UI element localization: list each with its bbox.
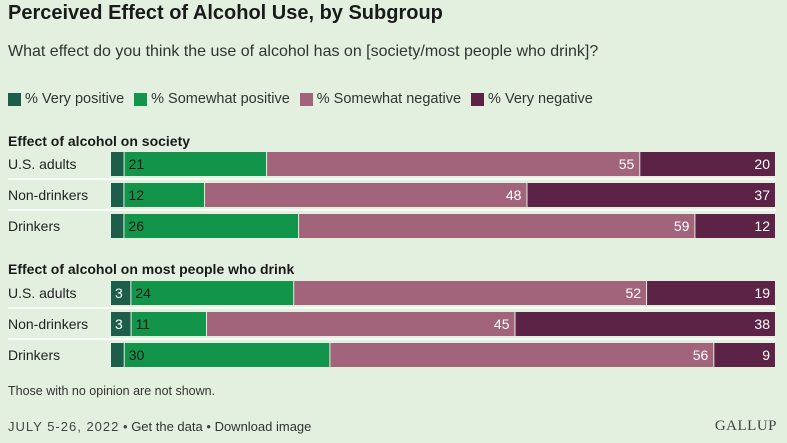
chart-subtitle: What effect do you think the use of alco…	[8, 43, 599, 60]
legend-item-very-positive: % Very positive	[8, 91, 124, 107]
bar-segment-very-positive	[111, 183, 124, 207]
data-label: 21	[129, 156, 145, 172]
data-label: 19	[754, 285, 770, 301]
bar-segment-somewhat-negative	[205, 183, 527, 207]
bar-segment-somewhat-negative	[330, 343, 714, 367]
data-label: 9	[762, 347, 770, 363]
bar-segment-somewhat-positive	[124, 214, 299, 238]
legend-label: % Somewhat positive	[151, 91, 290, 107]
data-label: 48	[506, 187, 522, 203]
footer: JULY 5-26, 2022 • Get the data • Downloa…	[8, 419, 311, 434]
bar-segment-very-positive	[111, 312, 131, 336]
footer-separator: •	[206, 419, 211, 434]
bar-segment-very-positive	[111, 152, 124, 176]
bar-segment-very-negative	[640, 152, 775, 176]
data-label: 56	[693, 347, 709, 363]
legend-item-somewhat-positive: % Somewhat positive	[134, 91, 290, 107]
legend: % Very positive % Somewhat positive % So…	[8, 91, 603, 107]
group-heading: Effect of alcohol on society	[8, 133, 190, 149]
data-label: 26	[128, 218, 144, 234]
category-label: U.S. adults	[8, 285, 76, 301]
bar-segment-very-negative	[527, 183, 775, 207]
category-label: Non-drinkers	[8, 316, 88, 332]
bar-segment-very-negative	[695, 214, 775, 238]
category-label: Drinkers	[8, 347, 60, 363]
data-label: 12	[128, 187, 144, 203]
bar-segment-somewhat-positive	[124, 343, 330, 367]
legend-label: % Somewhat negative	[316, 91, 462, 107]
data-label: 59	[674, 218, 690, 234]
legend-swatch	[299, 92, 313, 106]
gallup-logo: GALLUP	[714, 418, 777, 434]
bar-segment-somewhat-negative	[267, 152, 640, 176]
legend-item-somewhat-negative: % Somewhat negative	[299, 91, 462, 107]
footnote: Those with no opinion are not shown.	[8, 384, 216, 398]
data-label: 37	[754, 187, 770, 203]
bar-segment-very-positive	[111, 281, 131, 305]
legend-swatch	[471, 92, 485, 106]
data-label: 3	[115, 316, 123, 332]
data-label: 24	[135, 285, 151, 301]
bar-segment-somewhat-positive	[124, 183, 205, 207]
bar-segment-very-negative	[714, 343, 775, 367]
download-image-link[interactable]: Download image	[214, 419, 312, 434]
legend-item-very-negative: % Very negative	[471, 91, 593, 107]
chart-title: Perceived Effect of Alcohol Use, by Subg…	[8, 2, 443, 24]
legend-swatch	[134, 92, 148, 106]
bar-segment-very-negative	[647, 281, 775, 305]
legend-label: % Very positive	[25, 91, 125, 107]
data-label: 11	[136, 316, 151, 332]
data-label: 52	[625, 285, 641, 301]
data-label: 45	[494, 316, 510, 332]
bar-segment-somewhat-positive	[131, 312, 206, 336]
bar-segment-somewhat-negative	[206, 312, 515, 336]
data-label: 55	[619, 156, 635, 172]
data-label: 30	[129, 347, 145, 363]
bar-segment-very-positive	[111, 214, 124, 238]
bar-segment-somewhat-positive	[131, 281, 294, 305]
legend-swatch	[8, 92, 21, 106]
data-label: 12	[754, 218, 770, 234]
bar-segment-very-positive	[111, 343, 124, 367]
survey-date: JULY 5-26, 2022	[8, 419, 120, 434]
bar-segment-somewhat-negative	[294, 281, 647, 305]
bar-segment-somewhat-positive	[124, 152, 267, 176]
category-label: Drinkers	[8, 218, 60, 234]
legend-label: % Very negative	[488, 91, 593, 107]
footer-separator: •	[123, 419, 128, 434]
stacked-bar-chart: Effect of alcohol on society U.S. adults 2…	[8, 133, 776, 367]
category-label: Non-drinkers	[8, 187, 88, 203]
data-label: 20	[754, 156, 770, 172]
bar-segment-somewhat-negative	[299, 214, 695, 238]
data-label: 3	[115, 285, 123, 301]
group-heading: Effect of alcohol on most people who dri…	[8, 261, 294, 277]
bar-segment-very-negative	[515, 312, 775, 336]
data-label: 38	[754, 316, 770, 332]
get-data-link[interactable]: Get the data	[131, 419, 203, 434]
category-label: U.S. adults	[8, 156, 76, 172]
